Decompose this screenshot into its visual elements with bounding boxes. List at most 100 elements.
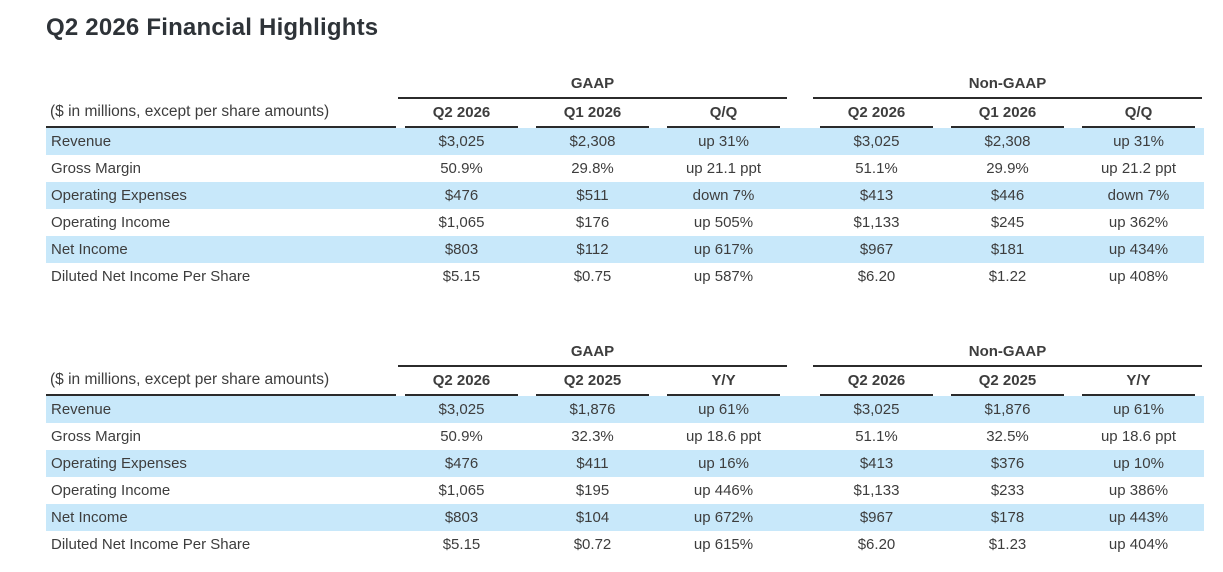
group-gap bbox=[789, 155, 811, 182]
column-header: Q2 2026 bbox=[811, 99, 942, 128]
value-cell: up 21.1 ppt bbox=[685, 160, 762, 177]
column-header: Q/Q bbox=[658, 99, 789, 128]
value-cell: $245 bbox=[990, 214, 1025, 231]
row-label: Revenue bbox=[51, 401, 112, 418]
value-cell: up 672% bbox=[693, 509, 754, 526]
value-cell: $5.15 bbox=[442, 268, 481, 285]
group-gap bbox=[789, 504, 811, 531]
value-cell: $0.75 bbox=[573, 268, 612, 285]
value-cell: up 404% bbox=[1108, 536, 1169, 553]
row-label: Gross Margin bbox=[51, 428, 142, 445]
row-label: Net Income bbox=[51, 509, 128, 526]
row-label: Diluted Net Income Per Share bbox=[51, 536, 251, 553]
value-cell: $413 bbox=[859, 455, 894, 472]
value-cell: up 61% bbox=[698, 401, 749, 418]
table-header: GAAP Non-GAAP ($ in millions, except per… bbox=[46, 73, 1204, 128]
value-cell: up 16% bbox=[698, 455, 749, 472]
quarter-over-quarter-table: GAAP Non-GAAP ($ in millions, except per… bbox=[46, 73, 1205, 290]
gaap-group-header: GAAP bbox=[396, 341, 789, 367]
column-header-row: ($ in millions, except per share amounts… bbox=[46, 367, 1204, 396]
column-header-row: ($ in millions, except per share amounts… bbox=[46, 99, 1204, 128]
table-row: Operating Expenses $476 $511 down 7% $413 $44… bbox=[46, 182, 1205, 209]
page-title: Q2 2026 Financial Highlights bbox=[46, 14, 379, 41]
row-label: Gross Margin bbox=[51, 160, 142, 177]
group-header-row: GAAP Non-GAAP bbox=[46, 341, 1204, 367]
value-cell: up 408% bbox=[1108, 268, 1169, 285]
value-cell: $1,133 bbox=[853, 214, 900, 231]
value-cell: $376 bbox=[990, 455, 1025, 472]
value-cell: $6.20 bbox=[857, 536, 896, 553]
group-gap bbox=[789, 128, 811, 155]
value-cell: $195 bbox=[575, 482, 610, 499]
table-note-cell: ($ in millions, except per share amounts… bbox=[46, 99, 396, 128]
non-gaap-group-label: Non-GAAP bbox=[813, 341, 1203, 367]
label-column-spacer bbox=[46, 341, 396, 367]
value-cell: $1.23 bbox=[988, 536, 1027, 553]
value-cell: $6.20 bbox=[857, 268, 896, 285]
value-cell: 32.3% bbox=[571, 428, 614, 445]
row-label: Operating Income bbox=[51, 482, 171, 499]
group-header-row: GAAP Non-GAAP bbox=[46, 73, 1204, 99]
value-cell: $803 bbox=[444, 509, 479, 526]
value-cell: up 18.6 ppt bbox=[1100, 428, 1177, 445]
value-cell: 51.1% bbox=[855, 160, 898, 177]
column-header: Q2 2025 bbox=[942, 367, 1073, 396]
value-cell: up 21.2 ppt bbox=[1100, 160, 1177, 177]
value-cell: up 31% bbox=[698, 133, 749, 150]
value-cell: up 617% bbox=[693, 241, 754, 258]
non-gaap-group-header: Non-GAAP bbox=[811, 341, 1204, 367]
group-gap bbox=[789, 99, 811, 128]
value-cell: $803 bbox=[444, 241, 479, 258]
column-header: Q2 2025 bbox=[527, 367, 658, 396]
value-cell: up 61% bbox=[1113, 401, 1164, 418]
value-cell: $1,133 bbox=[853, 482, 900, 499]
value-cell: 29.8% bbox=[571, 160, 614, 177]
table-row: Diluted Net Income Per Share $5.15 $0.75 up… bbox=[46, 263, 1204, 290]
value-cell: $967 bbox=[859, 509, 894, 526]
column-header: Y/Y bbox=[1073, 367, 1204, 396]
value-cell: $476 bbox=[444, 187, 479, 204]
table-row: Diluted Net Income Per Share $5.15 $0.72 up… bbox=[46, 531, 1204, 558]
group-gap bbox=[789, 450, 811, 477]
year-over-year-table: GAAP Non-GAAP ($ in millions, except per… bbox=[46, 341, 1205, 558]
table-row: Net Income $803 $112 up 617% $967 $181 up 434% bbox=[46, 236, 1205, 263]
group-gap bbox=[789, 341, 811, 367]
row-label: Net Income bbox=[51, 241, 128, 258]
non-gaap-group-header: Non-GAAP bbox=[811, 73, 1204, 99]
table-note-cell: ($ in millions, except per share amounts… bbox=[46, 367, 396, 396]
value-cell: 32.5% bbox=[986, 428, 1029, 445]
value-cell: $5.15 bbox=[442, 536, 481, 553]
column-header: Q1 2026 bbox=[942, 99, 1073, 128]
value-cell: up 434% bbox=[1108, 241, 1169, 258]
table-note: ($ in millions, except per share amounts… bbox=[46, 367, 396, 396]
value-cell: $1.22 bbox=[988, 268, 1027, 285]
value-cell: $1,065 bbox=[438, 482, 485, 499]
table-row: Operating Income $1,065 $195 up 446% $1,133 $… bbox=[46, 477, 1204, 504]
table-row: Gross Margin 50.9% 29.8% up 21.1 ppt 51.1% 29… bbox=[46, 155, 1204, 182]
value-cell: down 7% bbox=[1107, 187, 1170, 204]
value-cell: $104 bbox=[575, 509, 610, 526]
column-header: Q2 2026 bbox=[811, 367, 942, 396]
value-cell: $476 bbox=[444, 455, 479, 472]
table-row: Net Income $803 $104 up 672% $967 $178 up 443% bbox=[46, 504, 1205, 531]
value-cell: 29.9% bbox=[986, 160, 1029, 177]
value-cell: $181 bbox=[990, 241, 1025, 258]
value-cell: $112 bbox=[576, 241, 609, 258]
group-gap bbox=[789, 367, 811, 396]
gaap-group-label: GAAP bbox=[398, 341, 787, 367]
table-row: Gross Margin 50.9% 32.3% up 18.6 ppt 51.1% 32… bbox=[46, 423, 1204, 450]
value-cell: 50.9% bbox=[440, 428, 483, 445]
value-cell: up 362% bbox=[1108, 214, 1169, 231]
value-cell: $3,025 bbox=[438, 401, 485, 418]
column-header: Q2 2026 bbox=[396, 367, 527, 396]
value-cell: $446 bbox=[990, 187, 1025, 204]
value-cell: $0.72 bbox=[573, 536, 612, 553]
value-cell: up 386% bbox=[1108, 482, 1169, 499]
table-row: Operating Expenses $476 $411 up 16% $413 $376… bbox=[46, 450, 1205, 477]
value-cell: down 7% bbox=[692, 187, 755, 204]
value-cell: up 10% bbox=[1113, 455, 1164, 472]
table-body: Revenue $3,025 $1,876 up 61% $3,025 $1,876 up … bbox=[46, 396, 1205, 558]
column-header: Q1 2026 bbox=[527, 99, 658, 128]
value-cell: $1,065 bbox=[438, 214, 485, 231]
value-cell: $967 bbox=[859, 241, 894, 258]
